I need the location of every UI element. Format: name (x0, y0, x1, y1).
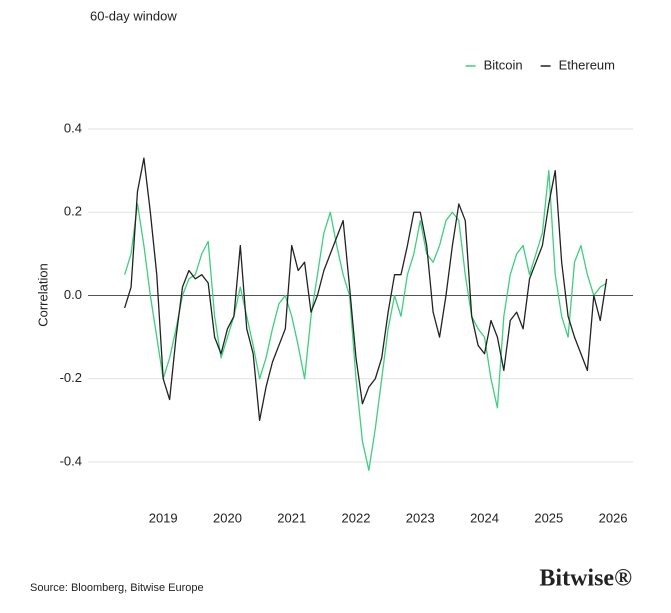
x-tick-label: 2025 (534, 510, 563, 525)
y-tick-label: 0.4 (64, 120, 82, 135)
y-axis-label: Correlation (35, 263, 50, 327)
x-tick-label: 2020 (213, 510, 242, 525)
y-tick-label: 0.2 (64, 204, 82, 219)
source: Source: Bloomberg, Bitwise Europe (30, 582, 204, 594)
x-tick-label: 2021 (277, 510, 306, 525)
legend-label: Ethereum (559, 57, 615, 72)
y-tick-label: 0.0 (64, 287, 82, 302)
x-tick-label: 2026 (599, 510, 628, 525)
y-tick-label: -0.2 (60, 370, 82, 385)
series-line (124, 157, 608, 422)
x-tick-label: 2024 (470, 510, 499, 525)
series-line (124, 169, 608, 471)
x-tick-label: 2023 (406, 510, 435, 525)
brand-logo: Bitwise® (539, 566, 632, 592)
x-tick-label: 2019 (149, 510, 178, 525)
subtitle: 60-day window (90, 8, 177, 23)
y-tick-label: -0.4 (60, 453, 82, 468)
x-tick-label: 2022 (342, 510, 371, 525)
legend-label: Bitcoin (484, 57, 523, 72)
